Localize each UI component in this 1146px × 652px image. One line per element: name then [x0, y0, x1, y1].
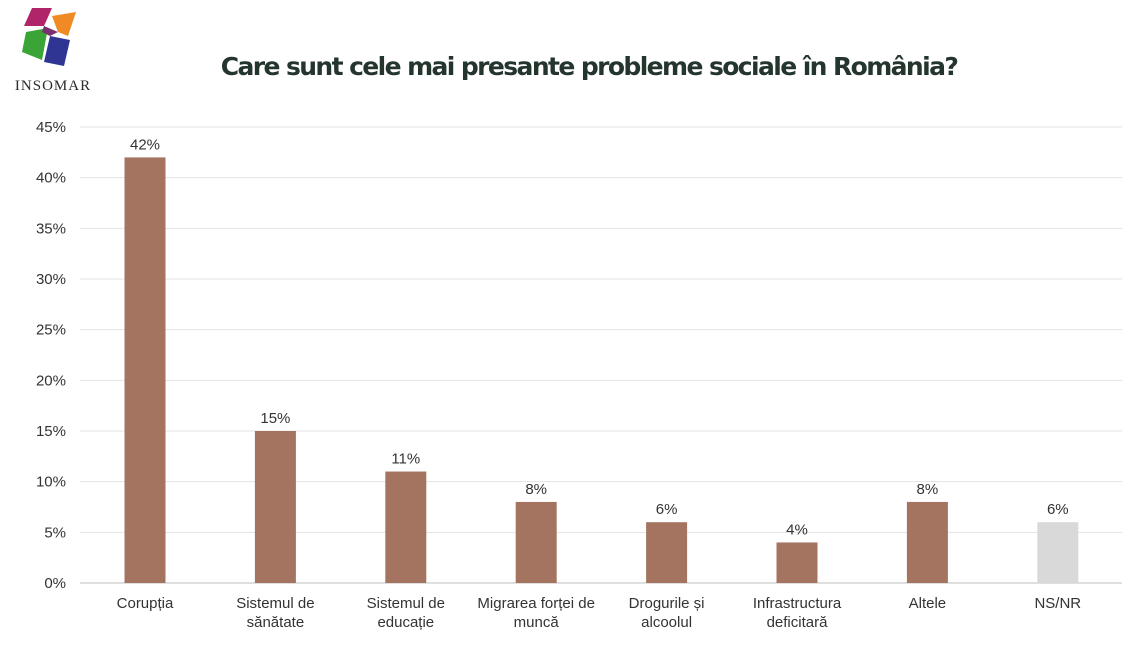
bar [385, 471, 427, 583]
bar [1037, 522, 1079, 583]
x-tick-label: deficitară [767, 614, 829, 631]
bar [906, 501, 948, 583]
bar-data-label: 15% [260, 410, 290, 427]
insomar-logo-mark [22, 8, 76, 66]
insomar-logo: INSOMAR [12, 6, 94, 94]
bar-data-label: 42% [130, 136, 160, 153]
bar-data-label: 8% [917, 481, 939, 498]
x-tick-label: Infrastructura [753, 595, 842, 612]
x-axis-tick-labels: Corupția Sistemul de sănătate Sistemul de ed… [117, 595, 1082, 631]
bar [646, 522, 688, 583]
y-tick-label: 20% [36, 372, 66, 389]
bar-data-label: 4% [786, 521, 808, 538]
x-tick-label: Sistemul de [367, 595, 445, 612]
y-tick-label: 0% [44, 575, 66, 592]
y-tick-label: 10% [36, 474, 66, 491]
x-tick-label: NS/NR [1034, 595, 1081, 612]
x-tick-label: educație [377, 614, 434, 631]
y-axis-tick-labels: 0% 5% 10% 15% 20% 25% 30% 35% 40% 45% [36, 119, 66, 592]
bar-data-label: 8% [525, 481, 547, 498]
x-tick-label: Drogurile și [629, 595, 705, 612]
chart-bars [124, 157, 1079, 583]
x-tick-label: Altele [909, 595, 947, 612]
y-tick-label: 5% [44, 524, 66, 541]
bar [515, 501, 557, 583]
x-tick-label: Migrarea forței de [477, 595, 595, 612]
x-tick-label: muncă [514, 614, 560, 631]
bar [254, 431, 296, 583]
chart-title: Care sunt cele mai presante probleme soc… [220, 52, 959, 81]
y-tick-label: 25% [36, 322, 66, 339]
chart-gridlines [80, 126, 1122, 584]
y-tick-label: 45% [36, 119, 66, 136]
y-tick-label: 15% [36, 423, 66, 440]
y-tick-label: 30% [36, 271, 66, 288]
y-tick-label: 35% [36, 220, 66, 237]
bar [124, 157, 166, 583]
logo-text: INSOMAR [14, 78, 92, 94]
bar-data-label: 6% [656, 501, 678, 518]
bar [776, 542, 818, 583]
x-tick-label: Sistemul de [236, 595, 314, 612]
bar-data-labels: 42% 15% 11% 8% 6% 4% 8% 6% [130, 136, 1069, 538]
bar-data-label: 6% [1047, 501, 1069, 518]
x-tick-label: Corupția [117, 595, 174, 612]
y-tick-label: 40% [36, 170, 66, 187]
x-tick-label: alcoolul [641, 614, 692, 631]
bar-data-label: 11% [391, 451, 420, 468]
x-tick-label: sănătate [247, 614, 305, 631]
